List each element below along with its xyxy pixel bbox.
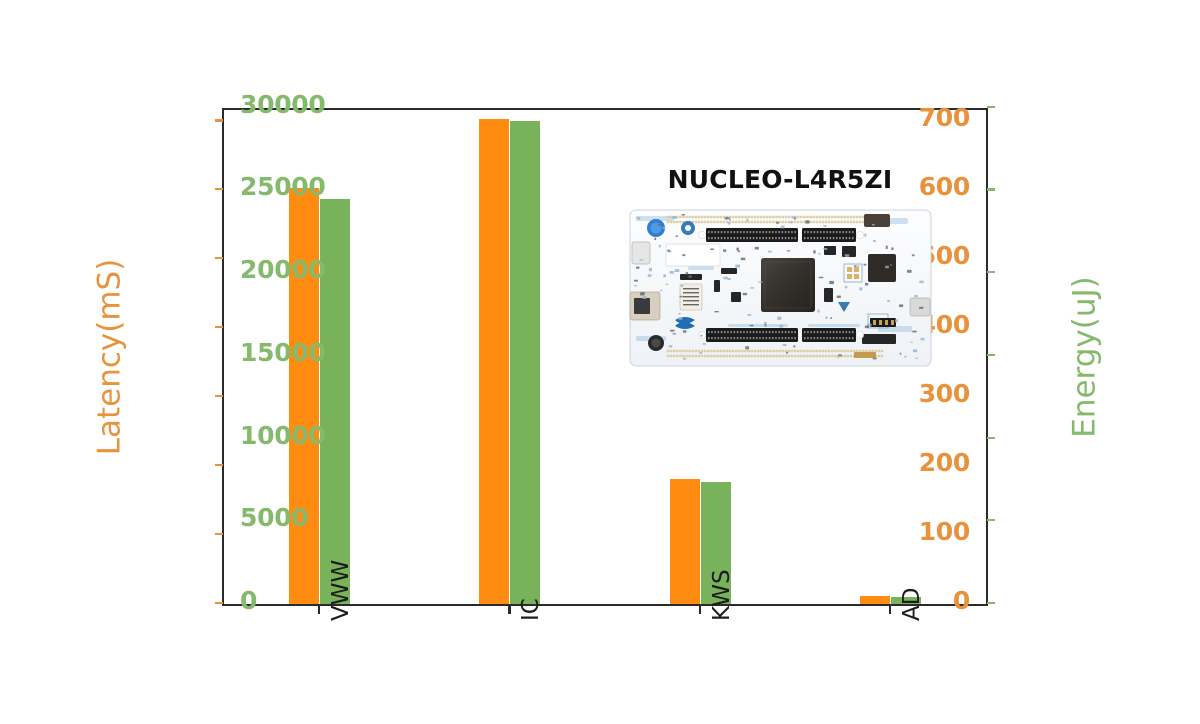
y-ticklabel-left: 300 [918,379,971,409]
y-tick-right [987,436,995,439]
x-tick-ic [508,605,511,614]
y-ticklabel-right: 25000 [240,172,326,202]
y-ticklabel-left: 600 [918,172,971,202]
y-ticklabel-left: 200 [918,448,971,478]
bar-latency-ad [859,596,890,604]
y-axis-left-title: Latency(mS) [91,258,128,456]
y-tick-left [215,257,223,260]
y-tick-right [987,105,995,108]
y-tick-left [215,188,223,191]
bar-energy-ic [510,120,541,604]
x-ticklabel-ic: IC [518,598,545,621]
y-ticklabel-left: 0 [952,586,970,615]
x-tick-ad [888,605,892,614]
y-tick-left [215,602,223,605]
y-tick-left [215,119,223,122]
bar-energy-vww [320,198,351,604]
x-ticklabel-vww: VWW [328,559,355,621]
nucleo-l4r5zi-board-photo [629,209,932,367]
y-tick-right [987,602,995,605]
inset-board-title: NUCLEO-L4R5ZI [667,165,893,194]
y-ticklabel-right: 0 [240,586,258,615]
bar-latency-vww [289,188,320,604]
y-ticklabel-right: 5000 [240,503,309,533]
bar-energy-kws [700,481,731,604]
x-tick-vww [318,605,321,614]
y-tick-left [215,395,223,398]
bar-energy-ad [890,596,921,604]
y-ticklabel-right: 15000 [240,337,326,367]
y-tick-right [987,188,995,191]
bar-latency-ic [479,119,510,604]
y-axis-right-title: Energy(uJ) [1066,276,1103,438]
x-ticklabel-kws: KWS [708,569,735,621]
y-ticklabel-left: 700 [918,103,971,133]
y-tick-right [987,271,995,274]
x-tick-kws [698,605,701,614]
x-ticklabel-ad: AD [898,587,925,621]
y-tick-left [215,326,223,329]
y-ticklabel-left: 100 [918,517,971,547]
plot-area: 0 100 200 300 400 500 600 700 0 5000 10000 15000 20… [92,90,1103,621]
y-ticklabel-right: 10000 [240,420,326,450]
y-tick-left [215,464,223,467]
y-tick-left [215,533,223,536]
y-tick-right [987,353,995,357]
y-ticklabel-right: 20000 [240,255,326,285]
y-tick-right [987,519,995,522]
inset-board-figure: NUCLEO-L4R5ZI [610,165,950,385]
y-ticklabel-right: 30000 [240,89,326,119]
bar-latency-kws [669,478,700,604]
